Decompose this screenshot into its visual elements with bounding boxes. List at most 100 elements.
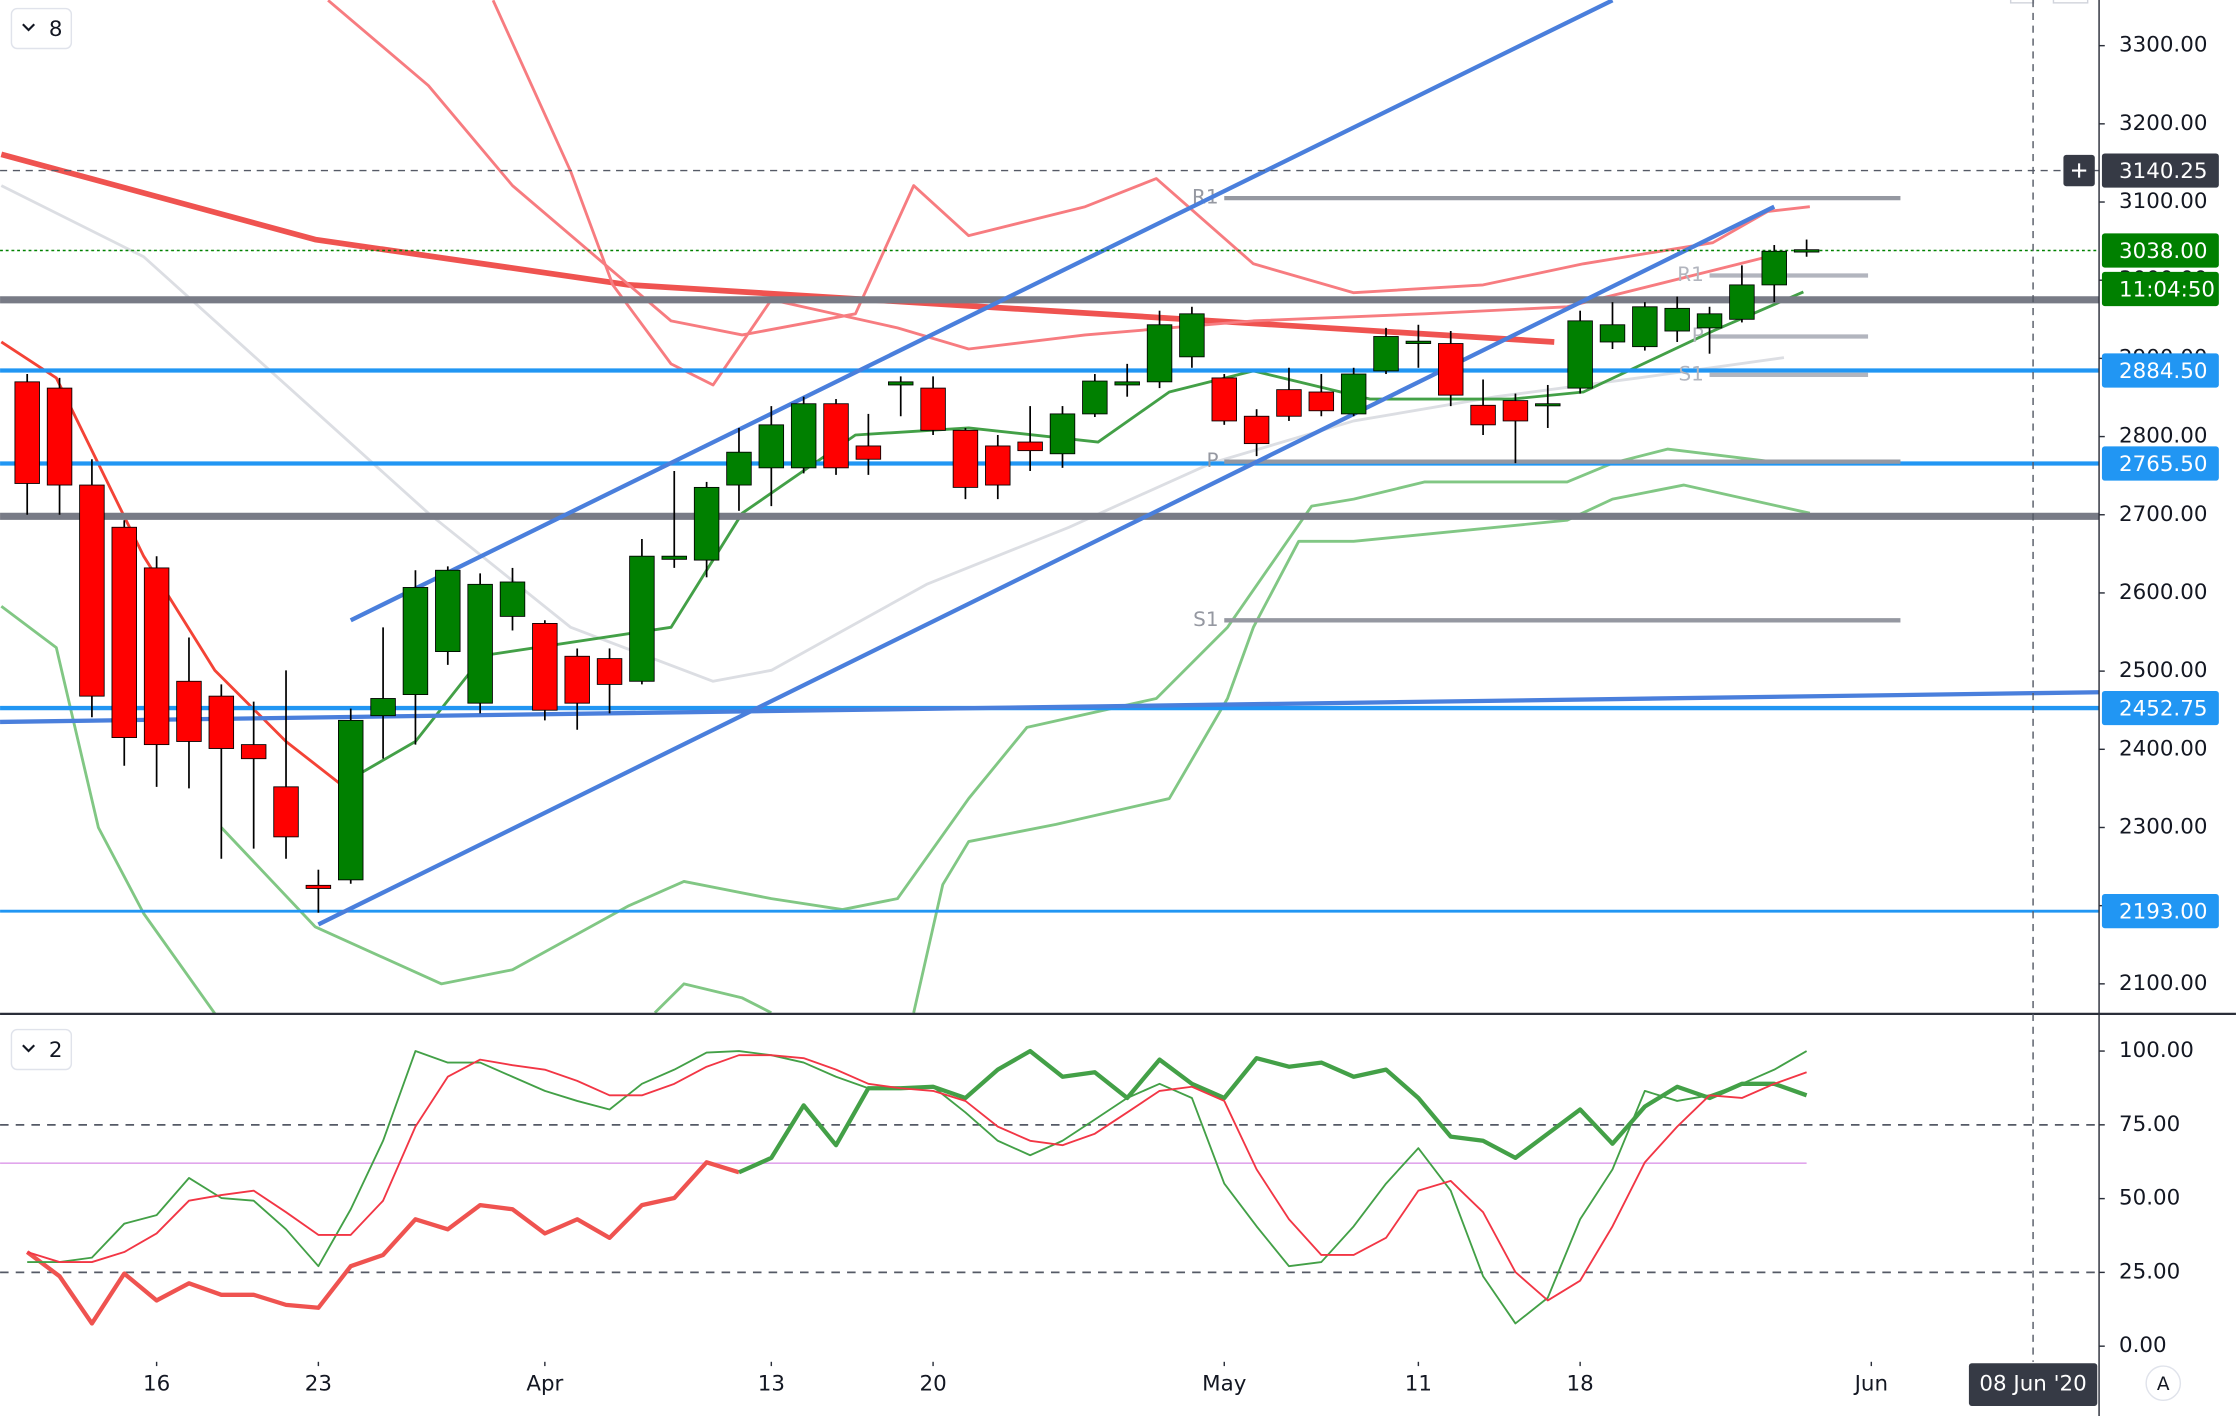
candle-body xyxy=(661,555,687,560)
candle-body xyxy=(1276,389,1302,417)
candle-body xyxy=(1502,400,1529,422)
x-tick-label: 18 xyxy=(1567,1372,1594,1397)
candle-body xyxy=(1696,313,1723,329)
indicator-line xyxy=(220,447,1785,986)
y-tick-label: 2800.00 xyxy=(2119,424,2207,449)
x-tick-label: Apr xyxy=(526,1372,563,1397)
main-pane-button[interactable]: 8 xyxy=(10,7,73,50)
oscillator-line xyxy=(25,1160,740,1326)
oscillator-line xyxy=(26,1054,1807,1302)
y-tick-label: 0.00 xyxy=(2119,1333,2167,1358)
chevron-icon xyxy=(22,1044,36,1053)
candle-body xyxy=(111,526,137,739)
button-frame xyxy=(10,1028,73,1071)
trend-line xyxy=(317,204,1776,927)
crosshair-date-bg xyxy=(1968,1363,2098,1407)
level-label: 2452.75 xyxy=(2119,696,2207,721)
candle-body xyxy=(920,387,946,431)
button-label: A xyxy=(2157,1374,2170,1395)
x-tick-label: 16 xyxy=(143,1372,170,1397)
oscillator-line xyxy=(27,1050,1808,1325)
candle-body xyxy=(273,786,299,838)
pivot-label: P xyxy=(1692,323,1704,347)
candle-body xyxy=(823,403,849,469)
y-tick-label: 50.00 xyxy=(2119,1186,2180,1211)
candle-body xyxy=(499,581,526,617)
x-tick-label: 23 xyxy=(305,1372,332,1397)
x-tick-label: Jun xyxy=(1853,1372,1888,1397)
candle-body xyxy=(240,744,267,760)
auto-scale-button[interactable]: A xyxy=(2145,1365,2182,1402)
candle-body xyxy=(1049,413,1076,455)
candle-body xyxy=(435,569,461,653)
y-tick-label: 2400.00 xyxy=(2119,736,2207,761)
candle-body xyxy=(1664,307,1690,332)
toolbar-icon[interactable] xyxy=(2009,0,2035,4)
y-tick-label: 2700.00 xyxy=(2119,502,2207,527)
lower-pane-button[interactable]: 2 xyxy=(10,1028,73,1071)
candle-body xyxy=(338,719,364,881)
y-tick-label: 3100.00 xyxy=(2119,189,2207,214)
level-label-bg xyxy=(2101,894,2219,929)
button-frame xyxy=(10,7,73,50)
candle-body xyxy=(1470,404,1496,426)
indicator-line xyxy=(912,483,1811,1014)
pivot-label: R1 xyxy=(1677,262,1704,286)
button-frame xyxy=(2145,1365,2182,1402)
candle-body xyxy=(467,583,493,704)
y-tick-label: 75.00 xyxy=(2119,1112,2180,1137)
candle-body xyxy=(564,655,590,704)
level-label: 2884.50 xyxy=(2119,359,2207,384)
candle-body xyxy=(1761,250,1787,286)
crosshair-price-label: 3140.25 xyxy=(2119,159,2207,184)
candle-body xyxy=(1146,324,1173,383)
crosshair-add-button[interactable] xyxy=(2063,154,2095,187)
candle-body xyxy=(46,387,73,486)
candle-body xyxy=(1793,249,1820,253)
chevron-icon xyxy=(22,23,36,32)
candle-body xyxy=(1308,391,1335,412)
trend-line xyxy=(0,690,2100,725)
level-label-bg xyxy=(2101,690,2219,726)
indicator-line xyxy=(0,184,1785,683)
candle-body xyxy=(790,403,817,469)
candle-body xyxy=(402,587,429,696)
candle-body xyxy=(1729,284,1755,320)
level-label: 2765.50 xyxy=(2119,452,2207,477)
y-tick-label: 2100.00 xyxy=(2119,971,2207,996)
candle-body xyxy=(1340,373,1367,415)
last-price-label-bg xyxy=(2101,233,2219,268)
candle-body xyxy=(629,555,655,682)
candle-body xyxy=(888,381,914,386)
candle-body xyxy=(596,658,623,685)
candle-body xyxy=(855,445,882,460)
x-tick-label: 13 xyxy=(758,1372,785,1397)
level-label-bg xyxy=(2101,446,2219,481)
pivot-label: S1 xyxy=(1193,607,1218,631)
pivot-label: P xyxy=(1207,448,1219,472)
y-tick-label: 100.00 xyxy=(2119,1038,2194,1063)
y-tick-label: 3200.00 xyxy=(2119,111,2207,136)
last-price-label: 3038.00 xyxy=(2119,239,2207,264)
candle-body xyxy=(176,680,202,742)
candle-body xyxy=(726,451,752,486)
candle-body xyxy=(370,698,396,717)
pivot-label: S1 xyxy=(1678,361,1703,385)
candle-body xyxy=(1632,306,1658,348)
candle-body xyxy=(1599,324,1626,343)
candle-body xyxy=(1567,320,1593,389)
candle-body xyxy=(952,429,979,488)
button-label: 8 xyxy=(49,17,63,42)
toolbar-icon[interactable] xyxy=(2052,0,2089,4)
countdown-label: 11:04:50 xyxy=(2119,277,2215,302)
candle-body xyxy=(1243,415,1270,445)
trend-line xyxy=(349,0,1614,623)
y-tick-label: 2500.00 xyxy=(2119,658,2207,683)
candle-body xyxy=(1373,336,1399,372)
level-label-bg xyxy=(2101,353,2219,388)
x-tick-label: 11 xyxy=(1405,1372,1432,1397)
candle-body xyxy=(305,884,332,889)
candle-body xyxy=(758,424,785,469)
